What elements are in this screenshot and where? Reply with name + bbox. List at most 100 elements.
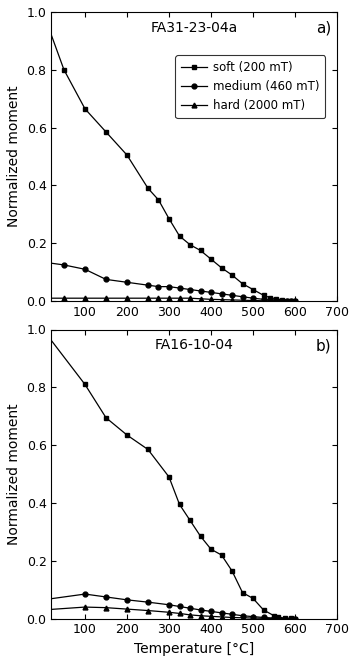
medium (460 mT) <box>83 590 87 598</box>
medium (460 mT) <box>293 615 297 623</box>
X-axis label: Temperature [°C]: Temperature [°C] <box>134 642 254 656</box>
medium (460 mT) <box>146 598 150 606</box>
hard (2000 mT) <box>251 614 255 622</box>
medium (460 mT) <box>240 612 245 620</box>
Text: a): a) <box>316 21 331 36</box>
medium (460 mT) <box>282 615 287 623</box>
medium (460 mT) <box>209 288 213 296</box>
hard (2000 mT) <box>219 613 224 621</box>
soft (200 mT) <box>146 184 150 192</box>
soft (200 mT) <box>125 431 129 439</box>
medium (460 mT) <box>251 613 255 621</box>
Line: medium (460 mT): medium (460 mT) <box>41 260 298 304</box>
soft (200 mT) <box>261 291 266 299</box>
hard (2000 mT) <box>230 613 234 621</box>
soft (200 mT) <box>209 545 213 553</box>
soft (200 mT) <box>104 128 108 136</box>
soft (200 mT) <box>177 501 182 509</box>
soft (200 mT) <box>261 606 266 614</box>
hard (2000 mT) <box>280 297 284 305</box>
Line: hard (2000 mT): hard (2000 mT) <box>41 296 298 304</box>
Text: FA31-23-04a: FA31-23-04a <box>151 21 238 34</box>
medium (460 mT) <box>219 609 224 617</box>
hard (2000 mT) <box>261 615 266 623</box>
soft (200 mT) <box>240 589 245 597</box>
medium (460 mT) <box>219 290 224 298</box>
hard (2000 mT) <box>146 294 150 302</box>
medium (460 mT) <box>104 593 108 601</box>
hard (2000 mT) <box>282 615 287 623</box>
soft (200 mT) <box>272 612 276 620</box>
medium (460 mT) <box>177 284 182 292</box>
medium (460 mT) <box>198 287 203 295</box>
soft (200 mT) <box>219 551 224 559</box>
Legend: soft (200 mT), medium (460 mT), hard (2000 mT): soft (200 mT), medium (460 mT), hard (20… <box>175 56 325 118</box>
soft (200 mT) <box>83 381 87 389</box>
medium (460 mT) <box>230 291 234 299</box>
soft (200 mT) <box>177 232 182 240</box>
soft (200 mT) <box>289 615 293 623</box>
hard (2000 mT) <box>156 294 161 302</box>
hard (2000 mT) <box>251 296 255 304</box>
hard (2000 mT) <box>167 608 171 616</box>
hard (2000 mT) <box>261 297 266 305</box>
soft (200 mT) <box>276 613 281 621</box>
soft (200 mT) <box>289 297 293 305</box>
Y-axis label: Normalized moment: Normalized moment <box>7 86 21 227</box>
soft (200 mT) <box>230 271 234 279</box>
soft (200 mT) <box>198 532 203 540</box>
medium (460 mT) <box>268 296 272 304</box>
medium (460 mT) <box>230 611 234 619</box>
hard (2000 mT) <box>293 615 297 623</box>
hard (2000 mT) <box>209 613 213 621</box>
soft (200 mT) <box>230 567 234 575</box>
hard (2000 mT) <box>41 294 45 302</box>
soft (200 mT) <box>83 105 87 113</box>
medium (460 mT) <box>104 275 108 283</box>
medium (460 mT) <box>188 286 192 294</box>
hard (2000 mT) <box>188 611 192 619</box>
medium (460 mT) <box>125 278 129 286</box>
hard (2000 mT) <box>125 605 129 613</box>
soft (200 mT) <box>274 295 278 303</box>
soft (200 mT) <box>188 241 192 249</box>
medium (460 mT) <box>261 613 266 621</box>
soft (200 mT) <box>167 473 171 481</box>
medium (460 mT) <box>167 282 171 290</box>
hard (2000 mT) <box>177 294 182 302</box>
medium (460 mT) <box>274 296 278 304</box>
hard (2000 mT) <box>198 612 203 620</box>
soft (200 mT) <box>240 280 245 288</box>
hard (2000 mT) <box>240 614 245 622</box>
Line: medium (460 mT): medium (460 mT) <box>41 591 298 621</box>
soft (200 mT) <box>251 595 255 603</box>
soft (200 mT) <box>41 326 45 333</box>
hard (2000 mT) <box>146 607 150 615</box>
hard (2000 mT) <box>209 296 213 304</box>
hard (2000 mT) <box>104 294 108 302</box>
medium (460 mT) <box>198 606 203 614</box>
soft (200 mT) <box>104 414 108 422</box>
medium (460 mT) <box>41 258 45 266</box>
hard (2000 mT) <box>104 604 108 612</box>
soft (200 mT) <box>41 8 45 16</box>
soft (200 mT) <box>251 286 255 294</box>
medium (460 mT) <box>289 615 293 623</box>
medium (460 mT) <box>146 281 150 289</box>
soft (200 mT) <box>156 196 161 204</box>
Text: FA16-10-04: FA16-10-04 <box>155 338 234 352</box>
hard (2000 mT) <box>125 294 129 302</box>
medium (460 mT) <box>62 261 66 269</box>
soft (200 mT) <box>209 255 213 263</box>
hard (2000 mT) <box>289 297 293 305</box>
medium (460 mT) <box>240 293 245 301</box>
Y-axis label: Normalized moment: Normalized moment <box>7 403 21 545</box>
hard (2000 mT) <box>284 297 289 305</box>
soft (200 mT) <box>146 446 150 453</box>
Line: soft (200 mT): soft (200 mT) <box>41 9 298 304</box>
hard (2000 mT) <box>230 296 234 304</box>
medium (460 mT) <box>156 282 161 290</box>
hard (2000 mT) <box>62 294 66 302</box>
medium (460 mT) <box>289 297 293 305</box>
medium (460 mT) <box>209 607 213 615</box>
